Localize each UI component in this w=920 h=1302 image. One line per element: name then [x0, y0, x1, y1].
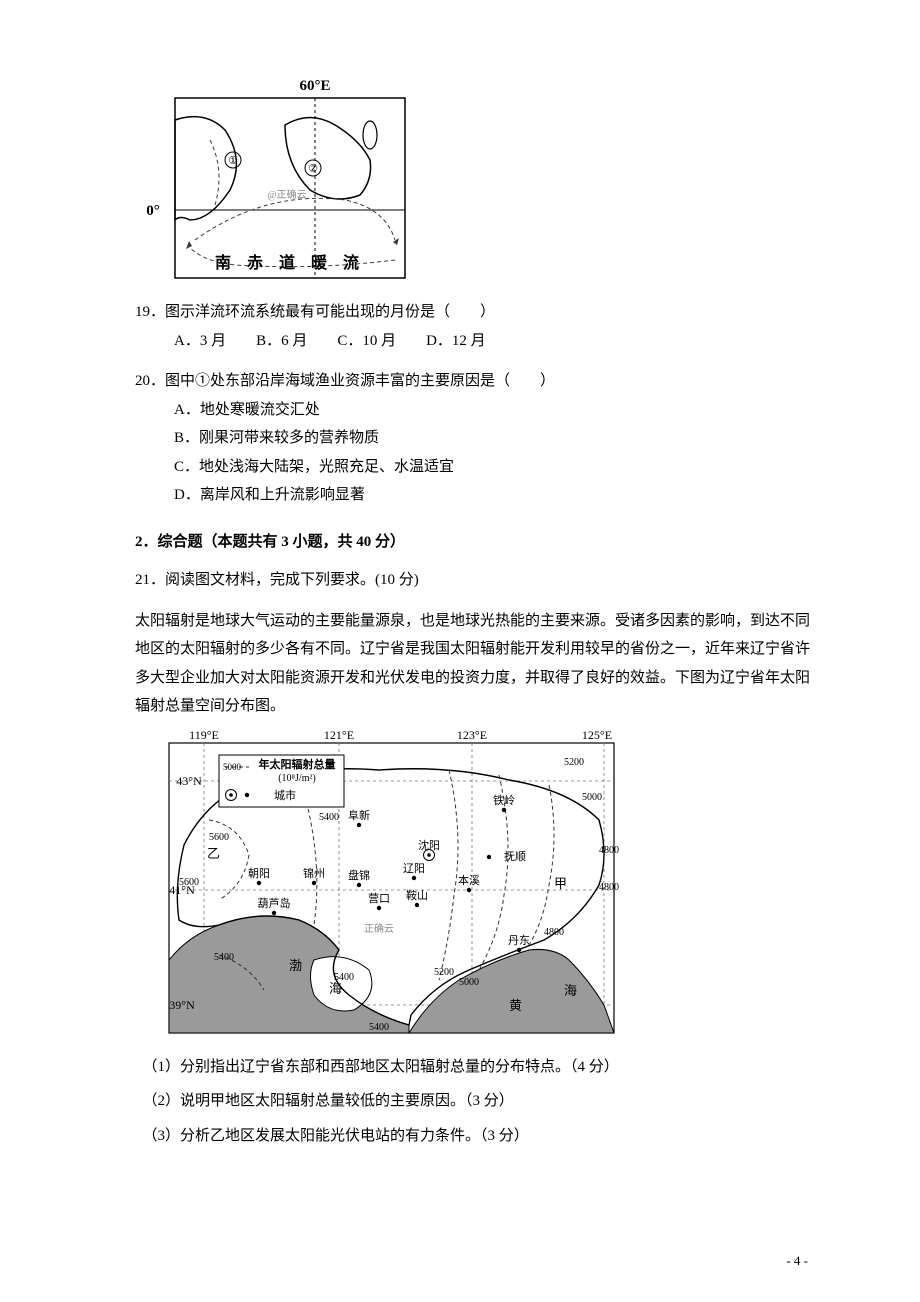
city-anshan: 鞍山 [406, 888, 428, 902]
city-liaoyang: 辽阳 [403, 862, 425, 875]
legend-title: 年太阳辐射总量 [259, 757, 336, 771]
map1-lat-label: 0° [146, 203, 160, 219]
q21-sub3: （3）分析乙地区发展太阳能光伏电站的有力条件。（3 分） [135, 1122, 810, 1151]
map1-current-label: 南 赤 道 暖 流 [215, 253, 365, 272]
page-root: ① ② 60°E 0° @正确云 南 赤 道 暖 流 19．图示洋流环流系统最有… [0, 0, 920, 1302]
iso-4: 4800 [544, 927, 564, 938]
city-chaoyang: 朝阳 [248, 867, 270, 880]
city-yingkou: 营口 [368, 891, 390, 905]
lon-119: 119°E [189, 728, 219, 742]
question-20: 20．图中①处东部沿岸海域渔业资源丰富的主要原因是（ ） A．地处寒暖流交汇处 … [135, 367, 810, 510]
q21-paragraph: 太阳辐射是地球大气运动的主要能量源泉，也是地球光热能的主要来源。受诸多因素的影响… [135, 607, 810, 721]
iso-8: 5600 [209, 832, 229, 843]
q19-options: A．3 月 B．6 月 C．10 月 D．12 月 [135, 327, 810, 356]
map1-marker-2: ② [308, 163, 318, 175]
question-19: 19．图示洋流环流系统最有可能出现的月份是（ ） A．3 月 B．6 月 C．1… [135, 298, 810, 355]
city-panjin: 盘锦 [348, 868, 370, 882]
lat-43: 43°N [176, 774, 202, 788]
question-21: 21．阅读图文材料，完成下列要求。(10 分) [135, 566, 810, 595]
section-2-title: 2．综合题（本题共有 3 小题，共 40 分） [135, 528, 810, 557]
q21-sub2: （2）说明甲地区太阳辐射总量较低的主要原因。（3 分） [135, 1087, 810, 1116]
iso-3: 4800 [599, 882, 619, 893]
iso-2: 4800 [599, 845, 619, 856]
sea-hai1: 海 [329, 981, 342, 996]
iso-10: 5400 [214, 952, 234, 963]
map1-watermark: @正确云 [267, 188, 306, 201]
label-jia: 甲 [554, 876, 567, 891]
city-fushun: 抚顺 [504, 849, 526, 863]
iso-11: 5400 [334, 972, 354, 983]
q20-opt-c: C．地处浅海大陆架，光照充足、水温适宜 [135, 453, 810, 482]
lat-39: 39°N [169, 998, 195, 1012]
sea-huang: 黄 [509, 998, 522, 1013]
legend-iso-value: 5000 [223, 762, 242, 772]
iso-6: 5200 [434, 967, 454, 978]
q20-opt-d: D．离岸风和上升流影响显著 [135, 481, 810, 510]
sea-bo: 渤 [289, 958, 302, 973]
city-huludao: 葫芦岛 [258, 896, 291, 910]
lon-123: 123°E [457, 728, 487, 742]
iso-1: 5000 [582, 792, 602, 803]
iso-7: 5400 [319, 812, 339, 823]
q21-stem: 21．阅读图文材料，完成下列要求。(10 分) [135, 566, 810, 595]
map2-watermark: 正确云 [364, 922, 394, 935]
iso-0: 5200 [564, 757, 584, 768]
q19-stem: 19．图示洋流环流系统最有可能出现的月份是（ ） [135, 298, 810, 327]
city-fuxin: 阜新 [348, 808, 370, 822]
label-yi: 乙 [207, 846, 220, 861]
city-jinzhou: 锦州 [303, 866, 325, 880]
map1-marker-1: ① [228, 155, 238, 167]
ocean-current-map: ① ② 60°E 0° @正确云 南 赤 道 暖 流 [135, 70, 810, 290]
city-shenyang: 沈阳 [418, 838, 440, 852]
iso-9: 5600 [179, 877, 199, 888]
q20-opt-a: A．地处寒暖流交汇处 [135, 396, 810, 425]
q20-stem: 20．图中①处东部沿岸海域渔业资源丰富的主要原因是（ ） [135, 367, 810, 396]
map1-svg: ① ② 60°E 0° @正确云 南 赤 道 暖 流 [135, 70, 425, 290]
liaoning-radiation-map: 5000 年太阳辐射总量 (10⁸J/m²) 城市 119°E 121°E 12… [149, 725, 810, 1045]
legend-unit: (10⁸J/m²) [278, 773, 316, 784]
city-tieling: 铁岭 [493, 793, 515, 807]
legend-city: 城市 [274, 788, 296, 802]
iso-12: 5400 [369, 1022, 389, 1033]
map1-lon-label: 60°E [299, 78, 330, 94]
lon-121: 121°E [324, 728, 354, 742]
city-dandong: 丹东 [508, 934, 530, 947]
q21-sub1: （1）分别指出辽宁省东部和西部地区太阳辐射总量的分布特点。（4 分） [135, 1053, 810, 1082]
q20-opt-b: B．刚果河带来较多的营养物质 [135, 424, 810, 453]
page-number: - 4 - [786, 1249, 808, 1274]
city-benxi: 本溪 [458, 873, 480, 887]
map2-svg: 5000 年太阳辐射总量 (10⁸J/m²) 城市 119°E 121°E 12… [149, 725, 629, 1045]
lon-125: 125°E [582, 728, 612, 742]
iso-5: 5000 [459, 977, 479, 988]
sea-hai2: 海 [564, 983, 577, 998]
